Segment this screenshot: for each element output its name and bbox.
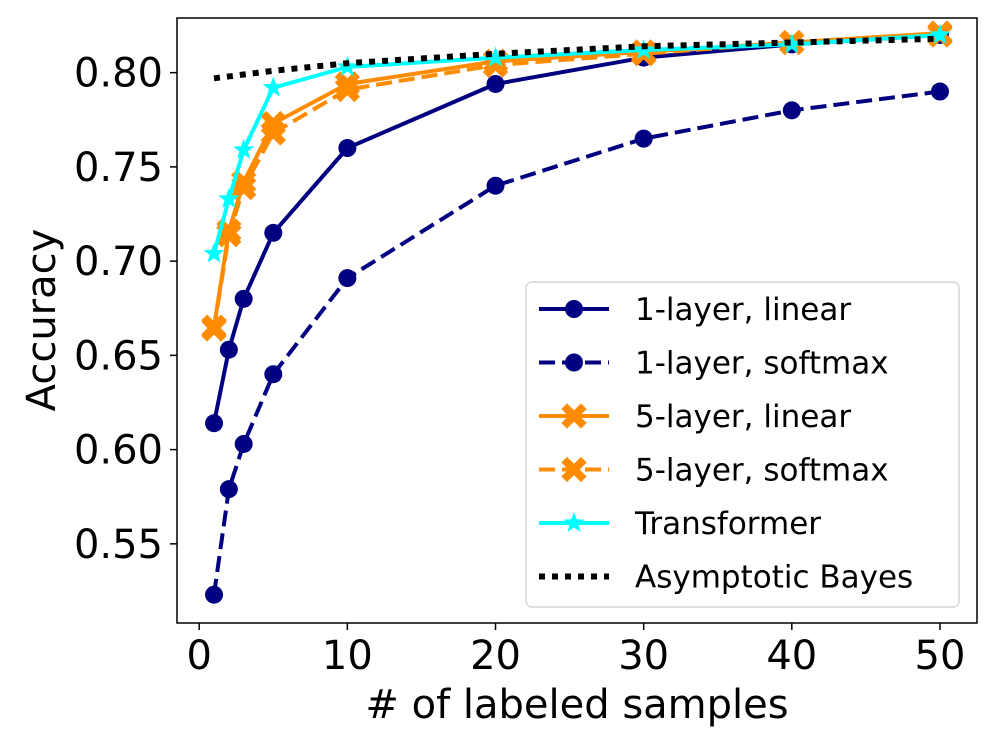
legend-marker xyxy=(565,353,583,372)
data-point xyxy=(231,174,257,201)
data-point xyxy=(205,414,224,433)
data-point xyxy=(233,138,255,159)
legend-label: 5-layer, linear xyxy=(635,399,851,435)
data-point xyxy=(203,242,225,263)
data-point xyxy=(219,480,238,499)
data-point xyxy=(234,434,253,453)
y-tick-label: 0.70 xyxy=(74,239,163,285)
data-point xyxy=(264,223,283,242)
x-tick-label: 50 xyxy=(915,633,966,679)
y-tick-label: 0.60 xyxy=(74,428,163,474)
legend-label: 1-layer, linear xyxy=(635,292,851,328)
series-1 xyxy=(205,82,949,604)
data-point xyxy=(782,101,801,120)
legend-marker xyxy=(561,403,587,429)
data-point xyxy=(781,33,803,54)
legend-label: 1-layer, softmax xyxy=(635,346,889,382)
x-axis-title: # of labeled samples xyxy=(365,682,788,728)
x-tick-label: 40 xyxy=(766,633,817,679)
data-point xyxy=(264,365,283,384)
y-tick-label: 0.65 xyxy=(74,333,163,379)
data-point xyxy=(218,187,240,208)
data-point xyxy=(262,76,284,97)
y-axis-title: Accuracy xyxy=(19,229,65,412)
data-point xyxy=(260,120,286,146)
legend: 1-layer, linear 1-layer, softmax 5-layer, … xyxy=(525,281,960,608)
axis-ticks: 0 10 20 30 40 50 0.55 0.60 0.65 0.70 0.75 0.80 xyxy=(74,51,965,679)
y-tick-label: 0.55 xyxy=(74,522,163,568)
x-tick-label: 30 xyxy=(618,633,669,679)
data-point xyxy=(205,585,224,604)
data-point xyxy=(334,76,361,103)
data-point xyxy=(930,82,949,101)
plot-frame xyxy=(176,17,978,624)
data-point xyxy=(485,46,506,67)
legend-marker xyxy=(561,456,587,483)
legend-box xyxy=(525,281,960,608)
data-point xyxy=(486,74,505,93)
legend-label: Asymptotic Bayes xyxy=(635,560,913,596)
data-point xyxy=(634,129,653,148)
x-tick-label: 20 xyxy=(470,633,521,679)
legend-marker xyxy=(565,300,583,318)
legend-marker xyxy=(563,512,585,532)
data-point xyxy=(486,176,505,195)
x-tick-label: 0 xyxy=(186,633,211,679)
legend-entry: Transformer xyxy=(539,506,821,542)
data-point xyxy=(216,222,242,248)
y-tick-label: 0.80 xyxy=(74,51,163,97)
data-point xyxy=(929,24,951,44)
legend-label: 5-layer, softmax xyxy=(635,453,889,489)
legend-entry: 5-layer, softmax xyxy=(539,453,889,489)
x-tick-label: 10 xyxy=(322,633,373,679)
legend-label: Transformer xyxy=(634,506,821,542)
data-point xyxy=(234,289,253,308)
legend-entry: 1-layer, linear xyxy=(539,292,851,328)
y-tick-label: 0.75 xyxy=(74,145,163,191)
legend-entry: 1-layer, softmax xyxy=(539,346,889,382)
data-point xyxy=(219,340,238,359)
data-point xyxy=(201,316,227,342)
series-layer xyxy=(201,20,953,604)
legend-entry: Asymptotic Bayes xyxy=(539,560,913,596)
data-point xyxy=(338,139,357,158)
data-point xyxy=(338,269,357,288)
legend-entry: 5-layer, linear xyxy=(539,399,851,435)
series-4 xyxy=(203,24,951,263)
